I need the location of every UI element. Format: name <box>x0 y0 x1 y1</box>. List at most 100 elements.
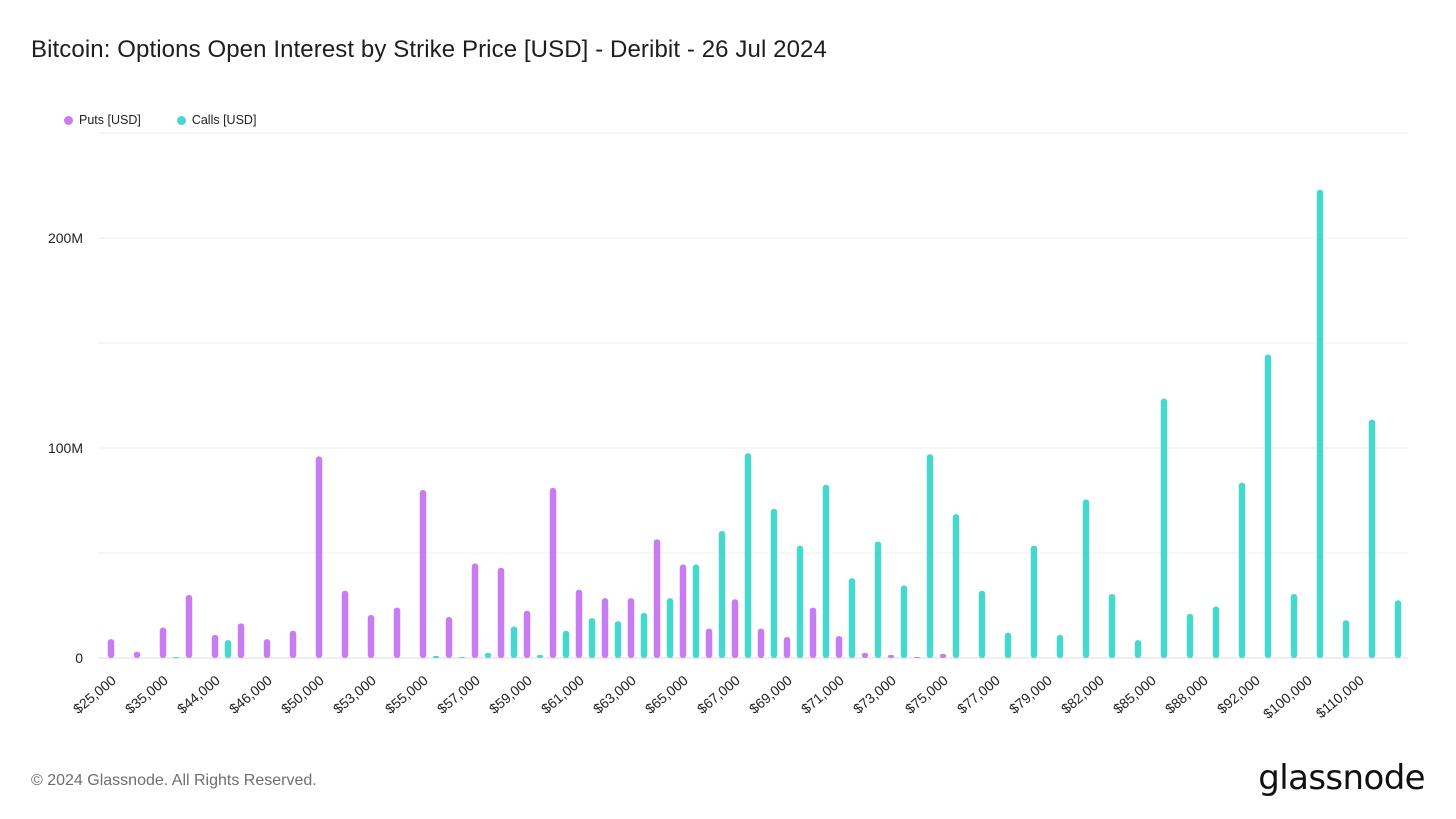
bar-calls <box>900 585 908 658</box>
bar-calls <box>432 655 440 658</box>
bar-calls <box>822 484 830 658</box>
x-tick-label: $77,000 <box>954 672 1003 717</box>
bar-calls <box>1290 593 1298 658</box>
bar-puts <box>653 539 661 658</box>
bar-puts <box>601 598 609 658</box>
x-tick-label: $59,000 <box>486 672 535 717</box>
x-tick-label: $69,000 <box>746 672 795 717</box>
bar-calls <box>1238 482 1246 658</box>
bar-puts <box>211 634 219 658</box>
bar-calls <box>718 530 726 658</box>
bar-puts <box>783 637 791 658</box>
bar-calls <box>1056 634 1064 658</box>
x-tick-label: $57,000 <box>434 672 483 717</box>
x-tick-label: $65,000 <box>642 672 691 717</box>
bar-puts <box>107 639 115 658</box>
bar-puts <box>835 635 843 658</box>
bar-puts <box>731 599 739 658</box>
y-tick-label: 0 <box>75 650 83 666</box>
bar-calls <box>1108 593 1116 658</box>
x-tick-label: $75,000 <box>902 672 951 717</box>
bar-puts <box>159 627 167 658</box>
bar-puts <box>549 487 557 658</box>
bar-puts <box>575 589 583 658</box>
bar-calls <box>1004 632 1012 658</box>
x-tick-label: $67,000 <box>694 672 743 717</box>
bar-puts <box>393 607 401 658</box>
bar-calls <box>562 630 570 658</box>
chart-legend: Puts [USD] Calls [USD] <box>64 113 256 127</box>
bar-puts <box>367 614 375 658</box>
bar-calls <box>1186 613 1194 658</box>
x-tick-label: $71,000 <box>798 672 847 717</box>
bar-calls <box>874 541 882 658</box>
legend-puts-swatch <box>64 115 73 125</box>
x-tick-label: $44,000 <box>174 672 223 717</box>
bar-puts <box>523 610 531 658</box>
bar-calls <box>588 618 596 658</box>
bar-calls <box>744 453 752 658</box>
x-tick-label: $92,000 <box>1214 672 1263 717</box>
x-tick-label: $110,000 <box>1313 672 1367 721</box>
bar-puts <box>679 564 687 658</box>
x-tick-label: $88,000 <box>1162 672 1211 717</box>
bar-calls <box>978 590 986 658</box>
x-tick-label: $85,000 <box>1110 672 1159 717</box>
legend-item-calls[interactable]: Calls [USD] <box>176 113 257 127</box>
bar-calls <box>926 454 934 658</box>
bar-puts <box>809 607 817 658</box>
bar-puts <box>315 456 323 658</box>
x-tick-label: $82,000 <box>1058 672 1107 717</box>
bar-calls <box>666 598 674 658</box>
bar-calls <box>536 654 544 658</box>
bar-chart: 0 100M 200M $25,000 $35,000 $44,000 $46,000 $50… <box>48 132 1408 722</box>
bar-calls <box>692 564 700 658</box>
bar-puts <box>133 651 141 658</box>
bar-calls <box>1160 398 1168 658</box>
bar-calls <box>458 656 466 658</box>
bar-calls <box>172 656 180 658</box>
x-tick-label: $46,000 <box>226 672 275 717</box>
bar-calls <box>1342 620 1350 658</box>
copyright-text: © 2024 Glassnode. All Rights Reserved. <box>31 772 317 789</box>
y-tick-label: 200M <box>48 230 83 246</box>
bar-calls <box>952 514 960 658</box>
bar-calls <box>614 621 622 658</box>
bar-puts <box>185 595 193 658</box>
x-tick-label: $61,000 <box>538 672 587 717</box>
bar-puts <box>757 628 765 658</box>
bar-calls <box>1212 606 1220 658</box>
bar-calls <box>484 652 492 658</box>
bar-calls <box>1030 545 1038 658</box>
bar-puts <box>289 630 297 658</box>
legend-item-puts[interactable]: Puts [USD] <box>64 113 141 127</box>
bar-calls <box>1082 499 1090 658</box>
x-tick-label: $63,000 <box>590 672 639 717</box>
bar-puts <box>705 628 713 658</box>
bar-calls <box>770 508 778 658</box>
bar-puts <box>497 567 505 658</box>
x-tick-label: $79,000 <box>1006 672 1055 717</box>
bar-calls <box>224 640 232 658</box>
bar-puts <box>341 590 349 658</box>
glassnode-logo[interactable]: glassnode <box>1258 758 1425 798</box>
bar-puts <box>237 623 245 658</box>
bar-puts <box>471 563 479 658</box>
y-tick-label: 100M <box>48 440 83 456</box>
legend-calls-label: Calls [USD] <box>191 113 257 127</box>
x-tick-label: $73,000 <box>850 672 899 717</box>
bar-puts <box>861 652 869 658</box>
bar-calls <box>1368 419 1376 658</box>
bar-calls <box>1394 600 1402 658</box>
bar-puts <box>419 490 427 658</box>
x-tick-label: $35,000 <box>122 672 171 717</box>
x-tick-label: $53,000 <box>330 672 379 717</box>
bar-calls <box>796 545 804 658</box>
bar-puts <box>263 639 271 658</box>
chart-title: Bitcoin: Options Open Interest by Strike… <box>31 36 827 63</box>
legend-calls-swatch <box>176 115 186 125</box>
bar-puts <box>939 653 947 658</box>
legend-puts-label: Puts [USD] <box>79 113 141 127</box>
bar-calls <box>1264 354 1272 658</box>
bar-calls <box>1316 189 1324 658</box>
